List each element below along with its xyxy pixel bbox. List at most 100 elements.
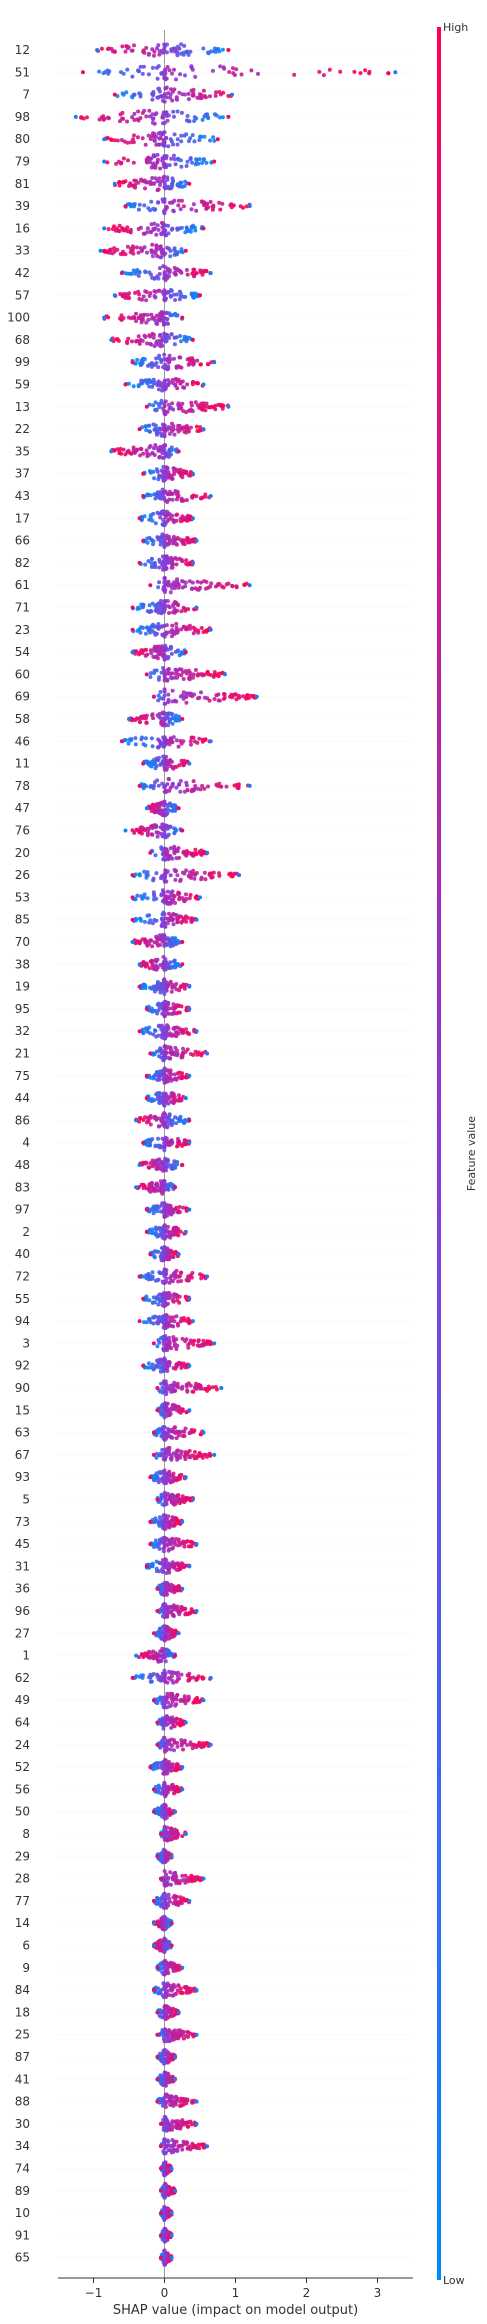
shap-point — [155, 1358, 159, 1363]
shap-point — [179, 249, 184, 254]
shap-point — [132, 204, 137, 209]
shap-point — [176, 449, 181, 454]
shap-point — [158, 690, 163, 694]
shap-point — [159, 1167, 164, 1172]
shap-point — [156, 342, 161, 347]
shap-point — [215, 137, 220, 142]
shap-point — [139, 249, 144, 253]
shap-point — [164, 879, 169, 884]
shap-point — [157, 933, 162, 938]
shap-point — [157, 1124, 162, 1129]
shap-point — [132, 450, 137, 455]
shap-point — [175, 1321, 180, 1326]
shap-point — [168, 901, 173, 906]
shap-point — [164, 825, 169, 830]
shap-point — [206, 116, 211, 121]
shap-point — [154, 830, 159, 835]
shap-point — [179, 225, 184, 230]
shap-point — [151, 446, 156, 451]
shap-point — [170, 401, 175, 406]
shap-point — [174, 621, 179, 626]
shap-point — [150, 254, 155, 259]
shap-point — [186, 1278, 191, 1283]
shap-point — [363, 68, 368, 73]
shap-point — [165, 1003, 170, 1007]
shap-point — [166, 777, 171, 782]
shap-point — [187, 623, 192, 628]
shap-point — [112, 181, 117, 186]
shap-point — [175, 1227, 179, 1232]
shap-point — [160, 1227, 164, 1232]
shap-point — [169, 989, 174, 994]
shap-point — [179, 110, 184, 115]
shap-point — [80, 70, 85, 75]
shap-point — [149, 1182, 154, 1187]
feature-row-points — [137, 776, 252, 795]
shap-point — [132, 118, 137, 122]
feature-row-points — [144, 666, 227, 683]
feature-row-points — [130, 910, 199, 929]
shap-point — [186, 228, 191, 233]
shap-point — [172, 472, 177, 477]
shap-point — [156, 698, 161, 703]
shap-point — [149, 230, 153, 235]
shap-point — [156, 511, 161, 516]
shap-point — [179, 339, 183, 344]
shap-point — [174, 1121, 179, 1126]
shap-point — [171, 1479, 175, 1484]
shap-point — [207, 1451, 212, 1456]
shap-point — [129, 736, 134, 741]
shap-point — [131, 384, 136, 389]
shap-point — [199, 672, 204, 677]
shap-point — [158, 1186, 163, 1191]
shap-point — [170, 183, 175, 188]
shap-point — [120, 110, 125, 115]
shap-point — [187, 1073, 192, 1078]
shap-point — [180, 401, 185, 406]
shap-point — [149, 736, 154, 741]
shap-point — [174, 987, 179, 992]
shap-point — [180, 92, 185, 97]
shap-point — [160, 511, 165, 515]
shap-point — [129, 271, 134, 276]
shap-point — [182, 1140, 187, 1145]
shap-point — [175, 226, 180, 231]
shap-point — [249, 68, 254, 73]
shap-point — [171, 466, 176, 471]
shap-point — [162, 44, 167, 49]
shap-point — [148, 114, 152, 119]
shap-point — [165, 782, 170, 787]
shap-point — [234, 692, 238, 697]
feature-row-points — [151, 1446, 217, 1462]
shap-point — [197, 1384, 202, 1389]
shap-point — [121, 71, 126, 76]
shap-point — [150, 242, 155, 247]
shap-point — [187, 1363, 192, 1368]
shap-point — [153, 1516, 158, 1521]
shap-point — [144, 647, 149, 652]
shap-point — [167, 274, 172, 279]
shap-point — [162, 755, 167, 760]
shap-point — [198, 895, 202, 900]
shap-point — [102, 249, 106, 253]
shap-point — [125, 140, 130, 145]
shap-point — [157, 356, 162, 361]
shap-point — [162, 1138, 167, 1143]
shap-point — [157, 565, 162, 570]
feature-row-points — [130, 621, 213, 639]
shap-point — [173, 1165, 178, 1170]
shap-point — [137, 783, 142, 788]
shap-point — [121, 156, 126, 161]
shap-point — [180, 1433, 185, 1438]
shap-point — [143, 335, 148, 339]
shap-point — [155, 965, 160, 970]
feature-row-points — [137, 554, 195, 572]
shap-point — [230, 92, 234, 97]
shap-point — [101, 114, 106, 119]
shap-point — [181, 696, 186, 701]
shap-point — [166, 692, 171, 697]
shap-point — [171, 1255, 176, 1260]
shap-point — [151, 90, 156, 94]
shap-point — [159, 71, 164, 76]
shap-point — [254, 694, 259, 699]
